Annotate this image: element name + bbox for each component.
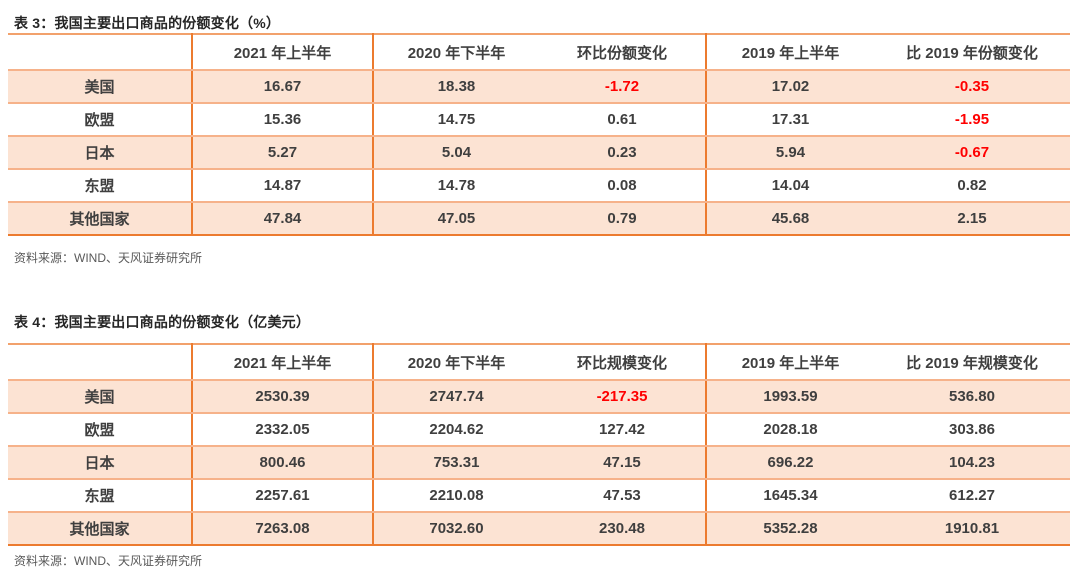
table4-header: 2021 年上半年 2020 年下半年 环比规模变化 2019 年上半年 比 2… — [8, 344, 1070, 381]
row-label-cell: 其他国家 — [8, 202, 193, 235]
value-cell: 2.15 — [874, 202, 1070, 235]
table-row: 美国 2530.39 2747.74 -217.35 1993.59 536.80 — [8, 380, 1070, 414]
value-cell: 5.94 — [706, 136, 874, 170]
value-cell: 17.31 — [706, 103, 874, 137]
table-row: 欧盟 15.36 14.75 0.61 17.31 -1.95 — [8, 103, 1070, 137]
value-cell: 104.23 — [874, 446, 1070, 480]
value-cell: 15.36 — [192, 103, 374, 137]
table-row: 欧盟 2332.05 2204.62 127.42 2028.18 303.86 — [8, 413, 1070, 447]
value-cell: 7263.08 — [192, 512, 374, 545]
value-cell: 2332.05 — [192, 413, 374, 447]
row-label-cell: 欧盟 — [8, 413, 193, 447]
value-cell: 5.04 — [373, 136, 539, 170]
header-cell-2020h2: 2020 年下半年 — [373, 344, 539, 381]
row-label-cell: 美国 — [8, 70, 193, 104]
header-cell-vs2019-scale-change: 比 2019 年规模变化 — [874, 344, 1070, 381]
share-change-table: 2021 年上半年 2020 年下半年 环比份额变化 2019 年上半年 比 2… — [8, 33, 1070, 236]
table-row: 其他国家 7263.08 7032.60 230.48 5352.28 1910.81 — [8, 512, 1070, 545]
value-cell: 5352.28 — [706, 512, 874, 545]
header-row: 2021 年上半年 2020 年下半年 环比规模变化 2019 年上半年 比 2… — [8, 344, 1070, 381]
scale-change-table: 2021 年上半年 2020 年下半年 环比规模变化 2019 年上半年 比 2… — [8, 343, 1070, 546]
row-label-cell: 美国 — [8, 380, 193, 414]
row-label-cell: 日本 — [8, 136, 193, 170]
header-cell-qoq-share-change: 环比份额变化 — [539, 34, 707, 71]
table3-header: 2021 年上半年 2020 年下半年 环比份额变化 2019 年上半年 比 2… — [8, 34, 1070, 71]
value-cell: 0.23 — [539, 136, 707, 170]
value-cell: 47.15 — [539, 446, 707, 480]
value-cell: 14.75 — [373, 103, 539, 137]
header-cell-2020h2: 2020 年下半年 — [373, 34, 539, 71]
value-cell: 2257.61 — [192, 479, 374, 513]
source-note: 资料来源：WIND、天风证券研究所 — [14, 554, 202, 568]
value-cell: 5.27 — [192, 136, 374, 170]
value-cell: 536.80 — [874, 380, 1070, 414]
header-cell-2021h1: 2021 年上半年 — [192, 344, 374, 381]
value-cell: 14.78 — [373, 169, 539, 203]
value-cell: 7032.60 — [373, 512, 539, 545]
value-cell: 2747.74 — [373, 380, 539, 414]
header-cell-2021h1: 2021 年上半年 — [192, 34, 374, 71]
table-row: 美国 16.67 18.38 -1.72 17.02 -0.35 — [8, 70, 1070, 104]
table-row: 其他国家 47.84 47.05 0.79 45.68 2.15 — [8, 202, 1070, 235]
value-cell: 0.08 — [539, 169, 707, 203]
header-cell-vs2019-share-change: 比 2019 年份额变化 — [874, 34, 1070, 71]
value-cell: 47.53 — [539, 479, 707, 513]
value-cell: 14.87 — [192, 169, 374, 203]
value-cell: 1910.81 — [874, 512, 1070, 545]
value-cell: 2530.39 — [192, 380, 374, 414]
value-cell: 16.67 — [192, 70, 374, 104]
value-cell: -217.35 — [539, 380, 707, 414]
table4-body: 美国 2530.39 2747.74 -217.35 1993.59 536.80 欧盟 23… — [8, 380, 1070, 545]
value-cell: 14.04 — [706, 169, 874, 203]
value-cell: 0.79 — [539, 202, 707, 235]
table-row: 日本 800.46 753.31 47.15 696.22 104.23 — [8, 446, 1070, 480]
value-cell: 1993.59 — [706, 380, 874, 414]
value-cell: 127.42 — [539, 413, 707, 447]
value-cell: 753.31 — [373, 446, 539, 480]
header-cell-blank — [8, 34, 193, 71]
value-cell: 1645.34 — [706, 479, 874, 513]
value-cell: -0.67 — [874, 136, 1070, 170]
source-note: 资料来源：WIND、天风证券研究所 — [14, 251, 202, 265]
table-row: 东盟 2257.61 2210.08 47.53 1645.34 612.27 — [8, 479, 1070, 513]
value-cell: 17.02 — [706, 70, 874, 104]
value-cell: 612.27 — [874, 479, 1070, 513]
table-row: 日本 5.27 5.04 0.23 5.94 -0.67 — [8, 136, 1070, 170]
row-label-cell: 东盟 — [8, 169, 193, 203]
value-cell: 230.48 — [539, 512, 707, 545]
value-cell: 2028.18 — [706, 413, 874, 447]
value-cell: -1.72 — [539, 70, 707, 104]
table4-title: 表 4：我国主要出口商品的份额变化（亿美元） — [14, 314, 311, 330]
header-cell-blank — [8, 344, 193, 381]
header-cell-2019h1: 2019 年上半年 — [706, 344, 874, 381]
row-label-cell: 其他国家 — [8, 512, 193, 545]
value-cell: 45.68 — [706, 202, 874, 235]
table3-title: 表 3：我国主要出口商品的份额变化（%） — [14, 15, 281, 31]
value-cell: -0.35 — [874, 70, 1070, 104]
value-cell: 2204.62 — [373, 413, 539, 447]
header-cell-qoq-scale-change: 环比规模变化 — [539, 344, 707, 381]
header-row: 2021 年上半年 2020 年下半年 环比份额变化 2019 年上半年 比 2… — [8, 34, 1070, 71]
header-cell-2019h1: 2019 年上半年 — [706, 34, 874, 71]
value-cell: 0.61 — [539, 103, 707, 137]
value-cell: 696.22 — [706, 446, 874, 480]
value-cell: 18.38 — [373, 70, 539, 104]
row-label-cell: 日本 — [8, 446, 193, 480]
value-cell: 0.82 — [874, 169, 1070, 203]
value-cell: 47.84 — [192, 202, 374, 235]
row-label-cell: 东盟 — [8, 479, 193, 513]
row-label-cell: 欧盟 — [8, 103, 193, 137]
table-row: 东盟 14.87 14.78 0.08 14.04 0.82 — [8, 169, 1070, 203]
value-cell: 800.46 — [192, 446, 374, 480]
value-cell: 303.86 — [874, 413, 1070, 447]
value-cell: -1.95 — [874, 103, 1070, 137]
value-cell: 47.05 — [373, 202, 539, 235]
value-cell: 2210.08 — [373, 479, 539, 513]
table3-body: 美国 16.67 18.38 -1.72 17.02 -0.35 欧盟 15.36 14.75 0… — [8, 70, 1070, 235]
